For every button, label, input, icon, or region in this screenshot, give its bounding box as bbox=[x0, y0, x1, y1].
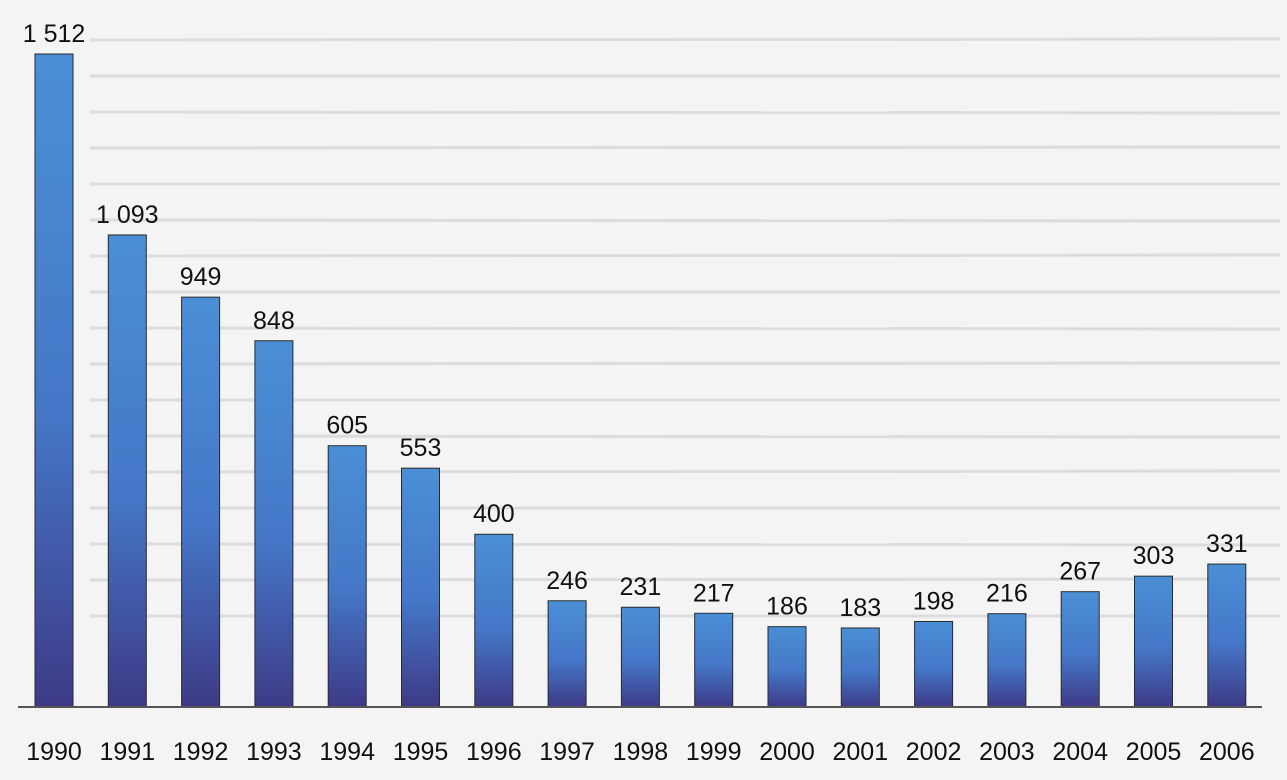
background-text-line bbox=[89, 326, 1281, 331]
category-label-1997: 1997 bbox=[539, 738, 595, 766]
category-label-2005: 2005 bbox=[1126, 738, 1182, 766]
value-label-1991: 1 093 bbox=[96, 201, 159, 229]
bar-2006 bbox=[1207, 563, 1247, 708]
bar-1996 bbox=[474, 533, 514, 708]
bar-1997 bbox=[547, 600, 587, 708]
background-text-line bbox=[89, 110, 1281, 115]
bars-group bbox=[34, 53, 1247, 708]
value-label-1993: 848 bbox=[253, 307, 295, 335]
bar-2004 bbox=[1060, 591, 1100, 708]
bar-2000 bbox=[767, 626, 807, 708]
bar-1993 bbox=[254, 340, 294, 708]
value-label-1994: 605 bbox=[326, 412, 368, 440]
value-label-2004: 267 bbox=[1059, 558, 1101, 586]
bar-1992 bbox=[181, 296, 221, 708]
category-label-2001: 2001 bbox=[832, 738, 888, 766]
value-label-1995: 553 bbox=[400, 434, 442, 462]
bar-2003 bbox=[987, 613, 1027, 708]
category-label-1991: 1991 bbox=[99, 738, 155, 766]
background-text-line bbox=[89, 253, 1281, 258]
category-label-1995: 1995 bbox=[393, 738, 449, 766]
value-label-2002: 198 bbox=[913, 587, 955, 615]
category-label-1999: 1999 bbox=[686, 738, 742, 766]
category-label-1998: 1998 bbox=[613, 738, 669, 766]
value-label-1998: 231 bbox=[620, 573, 662, 601]
bar-1994 bbox=[327, 445, 367, 708]
value-label-1997: 246 bbox=[546, 567, 588, 595]
category-label-1994: 1994 bbox=[319, 738, 375, 766]
value-label-2003: 216 bbox=[986, 580, 1028, 608]
background-text-line bbox=[89, 37, 1281, 42]
bar-1998 bbox=[620, 606, 660, 708]
value-label-2000: 186 bbox=[766, 593, 808, 621]
bar-2005 bbox=[1134, 575, 1173, 708]
category-label-2002: 2002 bbox=[906, 738, 962, 766]
bar-2002 bbox=[914, 620, 954, 708]
category-label-2000: 2000 bbox=[759, 738, 815, 766]
background-text-line bbox=[89, 145, 1281, 150]
bar-1995 bbox=[401, 467, 440, 708]
category-label-1993: 1993 bbox=[246, 738, 302, 766]
value-label-1992: 949 bbox=[180, 263, 222, 291]
value-label-1996: 400 bbox=[473, 500, 515, 528]
category-label-2003: 2003 bbox=[979, 738, 1035, 766]
bar-1999 bbox=[694, 612, 734, 708]
value-label-2005: 303 bbox=[1133, 542, 1175, 570]
category-label-1992: 1992 bbox=[173, 738, 229, 766]
bar-2001 bbox=[840, 627, 880, 708]
value-label-1990: 1 512 bbox=[23, 20, 86, 48]
bar-1990 bbox=[34, 53, 74, 708]
value-labels-group: 1 512 1 093 949 848 605 553 400 246 231 217 186 183… bbox=[23, 20, 1248, 622]
value-label-1999: 217 bbox=[693, 579, 735, 607]
category-label-2006: 2006 bbox=[1199, 738, 1255, 766]
bar-1991 bbox=[107, 234, 147, 708]
value-label-2006: 331 bbox=[1206, 530, 1248, 558]
category-labels-group: 1990 1991 1992 1993 1994 1995 1996 1997 1998 1999… bbox=[26, 738, 1254, 766]
category-label-1990: 1990 bbox=[26, 738, 82, 766]
category-label-2004: 2004 bbox=[1052, 738, 1108, 766]
background-text-line bbox=[89, 218, 1281, 223]
value-label-2001: 183 bbox=[839, 594, 881, 622]
category-label-1996: 1996 bbox=[466, 738, 522, 766]
